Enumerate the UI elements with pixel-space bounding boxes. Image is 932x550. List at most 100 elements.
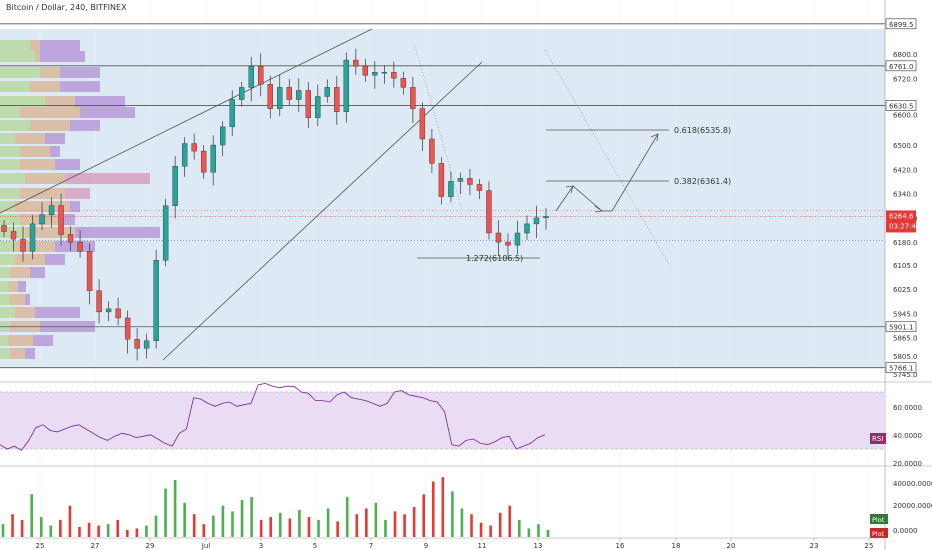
volume-bar [97, 525, 100, 537]
level-tag-label: 5766.1 [889, 365, 914, 373]
rsi-line [0, 382, 546, 451]
volume-bar [498, 512, 502, 537]
price-pane: 0.618(6535.8) 0.382(6361.4) 1.272(6106.5… [0, 0, 885, 538]
volume-bar [326, 508, 330, 537]
volume-profile-bar [30, 81, 60, 92]
candle-body [77, 241, 83, 252]
chart-title: Bitcoin / Dollar, 240, BITFINEX [6, 3, 127, 12]
candle-body [134, 339, 140, 349]
volume-profile-bar [0, 146, 20, 157]
volume-profile-bar [30, 40, 40, 51]
volume-profile-bar [10, 348, 25, 359]
fib618-label: 0.618(6535.8) [674, 126, 731, 135]
volume-profile-bar [25, 173, 65, 184]
price-tick-label: 6340.0 [893, 191, 918, 199]
x-tick-label: 3 [259, 542, 263, 550]
price-tick-label: 6600.0 [893, 112, 918, 120]
level-tag-label: 5901.1 [889, 324, 914, 332]
volume-bar [384, 519, 387, 537]
candle-body [448, 181, 454, 197]
volume-bar [441, 477, 445, 537]
price-tick-label: 6420.0 [893, 166, 918, 174]
price-tick-label: 6105.0 [893, 262, 918, 270]
candle-body [20, 238, 26, 252]
trend-lines [0, 28, 671, 361]
volume-profile-bar [0, 133, 15, 144]
plot-badge-1-label: Plot [872, 516, 885, 524]
fib382-label: 0.382(6361.4) [674, 177, 731, 186]
price-tick-label: 6720.0 [893, 75, 918, 83]
candle-body [200, 150, 207, 173]
candle-body [258, 65, 264, 85]
candle-body [96, 290, 102, 313]
current-price-label: 6264.6 [889, 212, 914, 220]
volume-bar [183, 502, 186, 537]
volume-profile-bar [65, 173, 150, 184]
volume-profile-bar [33, 335, 53, 346]
candle-body [324, 87, 330, 97]
volume-bar [374, 502, 378, 537]
volume-profile-bar [18, 281, 26, 292]
volume-profile-bar [25, 227, 75, 238]
volume-profile-bar [0, 120, 30, 131]
volume-profile-bar [0, 159, 20, 170]
rsi-badge-label: RSI [872, 435, 883, 443]
candle-body [267, 84, 273, 109]
volume-profile-bar [8, 281, 18, 292]
candle-body [353, 59, 359, 67]
price-axis: 7000.06800.06720.06600.06500.06420.06340… [884, 0, 920, 550]
candle-body [543, 216, 549, 219]
volume-bar [317, 519, 320, 537]
candle-body [315, 96, 321, 118]
arrow-head-2 [594, 205, 604, 213]
candle-body [419, 108, 426, 140]
volume-profile-bar [0, 201, 15, 212]
volume-profile-bar [10, 294, 25, 305]
candle-body [391, 72, 397, 79]
x-axis: 25 27 29 Jul 3 5 7 9 11 13 16 18 20 23 25 [0, 537, 885, 550]
candle-body [381, 72, 388, 74]
volume-bar [240, 499, 244, 537]
volume-bar [59, 519, 62, 537]
volume-profile-bar [8, 335, 33, 346]
dotted-projection-b [544, 49, 671, 267]
x-tick-label: 23 [810, 542, 819, 550]
volume-bar [278, 512, 282, 537]
candle-body [334, 87, 340, 112]
volume-bar [479, 522, 483, 537]
volume-profile-bar [75, 227, 160, 238]
volume-bar [202, 524, 206, 537]
volume-bar [192, 514, 196, 537]
volume-bar [431, 481, 435, 537]
level-tag [885, 100, 917, 111]
x-tick-label: 7 [369, 542, 373, 550]
price-tick-label: 6025.0 [893, 286, 918, 294]
volume-profile-bar [40, 67, 60, 78]
volume-profile-bar [15, 133, 45, 144]
volume-profile-bar [45, 133, 65, 144]
volume-profile-bar [70, 201, 80, 212]
volume-bar [288, 518, 292, 537]
candle-body [372, 72, 378, 76]
volume-profile-bar [15, 307, 35, 318]
volume-bar [68, 505, 72, 537]
volume-bar [20, 519, 24, 537]
candle-body [505, 241, 511, 246]
price-tick-label: 5805.0 [893, 353, 918, 361]
volume-profile-bar [55, 159, 80, 170]
candle-body [153, 260, 159, 341]
volume-bar [116, 519, 120, 537]
rsi-pane: 60.0000 40.0000 20.0000 RSI [0, 382, 922, 468]
x-tick-label: 5 [313, 542, 317, 550]
volume-profile-bar [20, 159, 55, 170]
x-tick-label: 16 [616, 542, 625, 550]
volume-profile-bar [0, 241, 15, 252]
candle-body [248, 65, 254, 88]
candle-body [457, 178, 464, 182]
candle-body [429, 138, 435, 164]
x-tick-label: 25 [865, 542, 874, 550]
volume-bar [508, 505, 512, 537]
volume-profile-bar [80, 107, 135, 118]
candle-body [305, 90, 311, 118]
